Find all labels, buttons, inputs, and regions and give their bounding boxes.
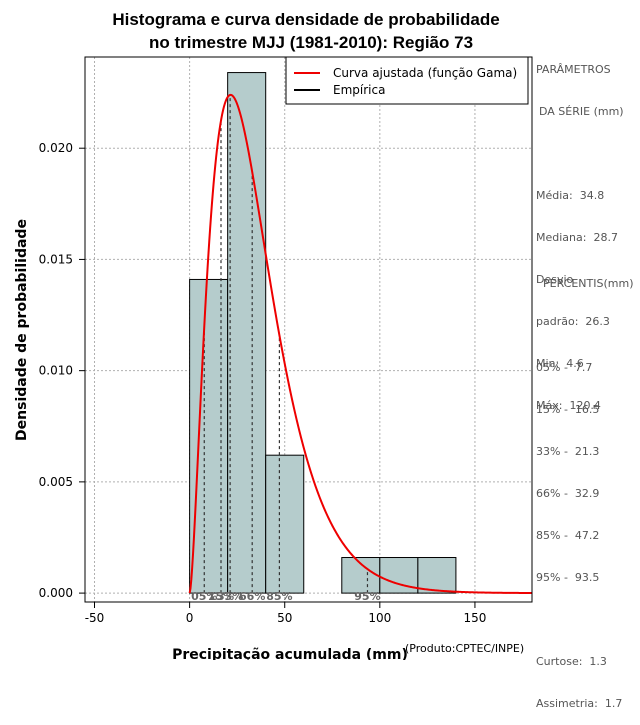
percentis-heading: PERCENTIS(mm) bbox=[543, 277, 634, 290]
percentiles-panel: PERCENTIS(mm) 05% - 7.7 15% - 16.5 33% -… bbox=[536, 249, 634, 725]
percentile-lines: 05%15%33%66% 85% 95% bbox=[191, 94, 381, 603]
percentis-p85: 85% - 47.2 bbox=[536, 529, 600, 542]
percentile-label: 95% bbox=[354, 590, 380, 603]
percentis-p15: 15% - 16.5 bbox=[536, 403, 600, 416]
histogram-chart: Histograma e curva densidade de probabil… bbox=[14, 10, 533, 660]
product-note: (Produto:CPTEC/INPE) bbox=[405, 642, 524, 655]
parametros-mediana: Mediana: 28.7 bbox=[536, 231, 618, 244]
percentile-label: 15% bbox=[208, 590, 234, 603]
percentis-p95: 95% - 93.5 bbox=[536, 571, 600, 584]
histogram-bar bbox=[227, 72, 267, 594]
legend-label-fitted: Curva ajustada (função Gama) bbox=[333, 66, 517, 80]
chart-title-line1: Histograma e curva densidade de probabil… bbox=[112, 10, 499, 29]
legend: Curva ajustada (função Gama) Empírica bbox=[285, 56, 529, 105]
y-tick-label: 0.020 bbox=[39, 141, 73, 155]
series-parameters-panel: PARÂMETROS DA SÉRIE (mm) Média: 34.8 Med… bbox=[536, 35, 624, 427]
y-axis-label: Densidade de probabilidade bbox=[14, 219, 30, 441]
parametros-heading1: PARÂMETROS bbox=[536, 63, 611, 76]
y-axis: 0.000 0.005 0.010 0.015 0.020 bbox=[39, 141, 85, 600]
percentis-p33: 33% - 21.3 bbox=[536, 445, 600, 458]
percentile-label: 66% bbox=[239, 590, 265, 603]
percentile-label: 33% bbox=[217, 590, 243, 603]
histogram-bar bbox=[265, 454, 305, 594]
x-tick-label: 150 bbox=[463, 611, 486, 625]
y-tick-label: 0.005 bbox=[39, 475, 73, 489]
fitted-curve-layer bbox=[188, 93, 533, 594]
percentis-p66: 66% - 32.9 bbox=[536, 487, 600, 500]
grid-lines bbox=[85, 57, 532, 602]
percentile-label: 05% bbox=[191, 590, 217, 603]
histogram-bar bbox=[417, 557, 457, 594]
x-tick-label: 100 bbox=[368, 611, 391, 625]
plot-frame bbox=[84, 56, 533, 603]
parametros-desvio-line2: padrão: 26.3 bbox=[536, 315, 610, 328]
legend-label-empirical: Empírica bbox=[333, 83, 385, 97]
percentile-label: 85% bbox=[266, 590, 292, 603]
y-tick-label: 0.015 bbox=[39, 252, 73, 266]
histogram-bars bbox=[189, 72, 457, 594]
x-tick-label: -50 bbox=[85, 611, 105, 625]
x-tick-label: 0 bbox=[186, 611, 194, 625]
histogram-bar bbox=[189, 278, 229, 594]
parametros-min: Min: 4.6 bbox=[536, 357, 584, 370]
fitted-gamma-curve bbox=[188, 93, 533, 594]
y-tick-label: 0.000 bbox=[39, 586, 73, 600]
chart-title-line2: no trimestre MJJ (1981-2010): Região 73 bbox=[149, 33, 473, 52]
parametros-heading2: DA SÉRIE (mm) bbox=[539, 105, 624, 118]
percentis-p05: 05% - 7.7 bbox=[536, 361, 593, 374]
parametros-max: Máx: 120.4 bbox=[536, 399, 601, 412]
percentis-assimetria: Assimetria: 1.7 bbox=[536, 697, 623, 710]
percentis-curtose: Curtose: 1.3 bbox=[536, 655, 607, 668]
x-axis: -50 0 50 100 150 bbox=[85, 602, 486, 625]
x-tick-label: 50 bbox=[277, 611, 292, 625]
legend-box bbox=[285, 56, 529, 105]
x-axis-label: Precipitação acumulada (mm) bbox=[172, 647, 408, 660]
parametros-media: Média: 34.8 bbox=[536, 189, 605, 202]
y-tick-label: 0.010 bbox=[39, 364, 73, 378]
parametros-desvio-line1: Desvio bbox=[536, 273, 574, 286]
